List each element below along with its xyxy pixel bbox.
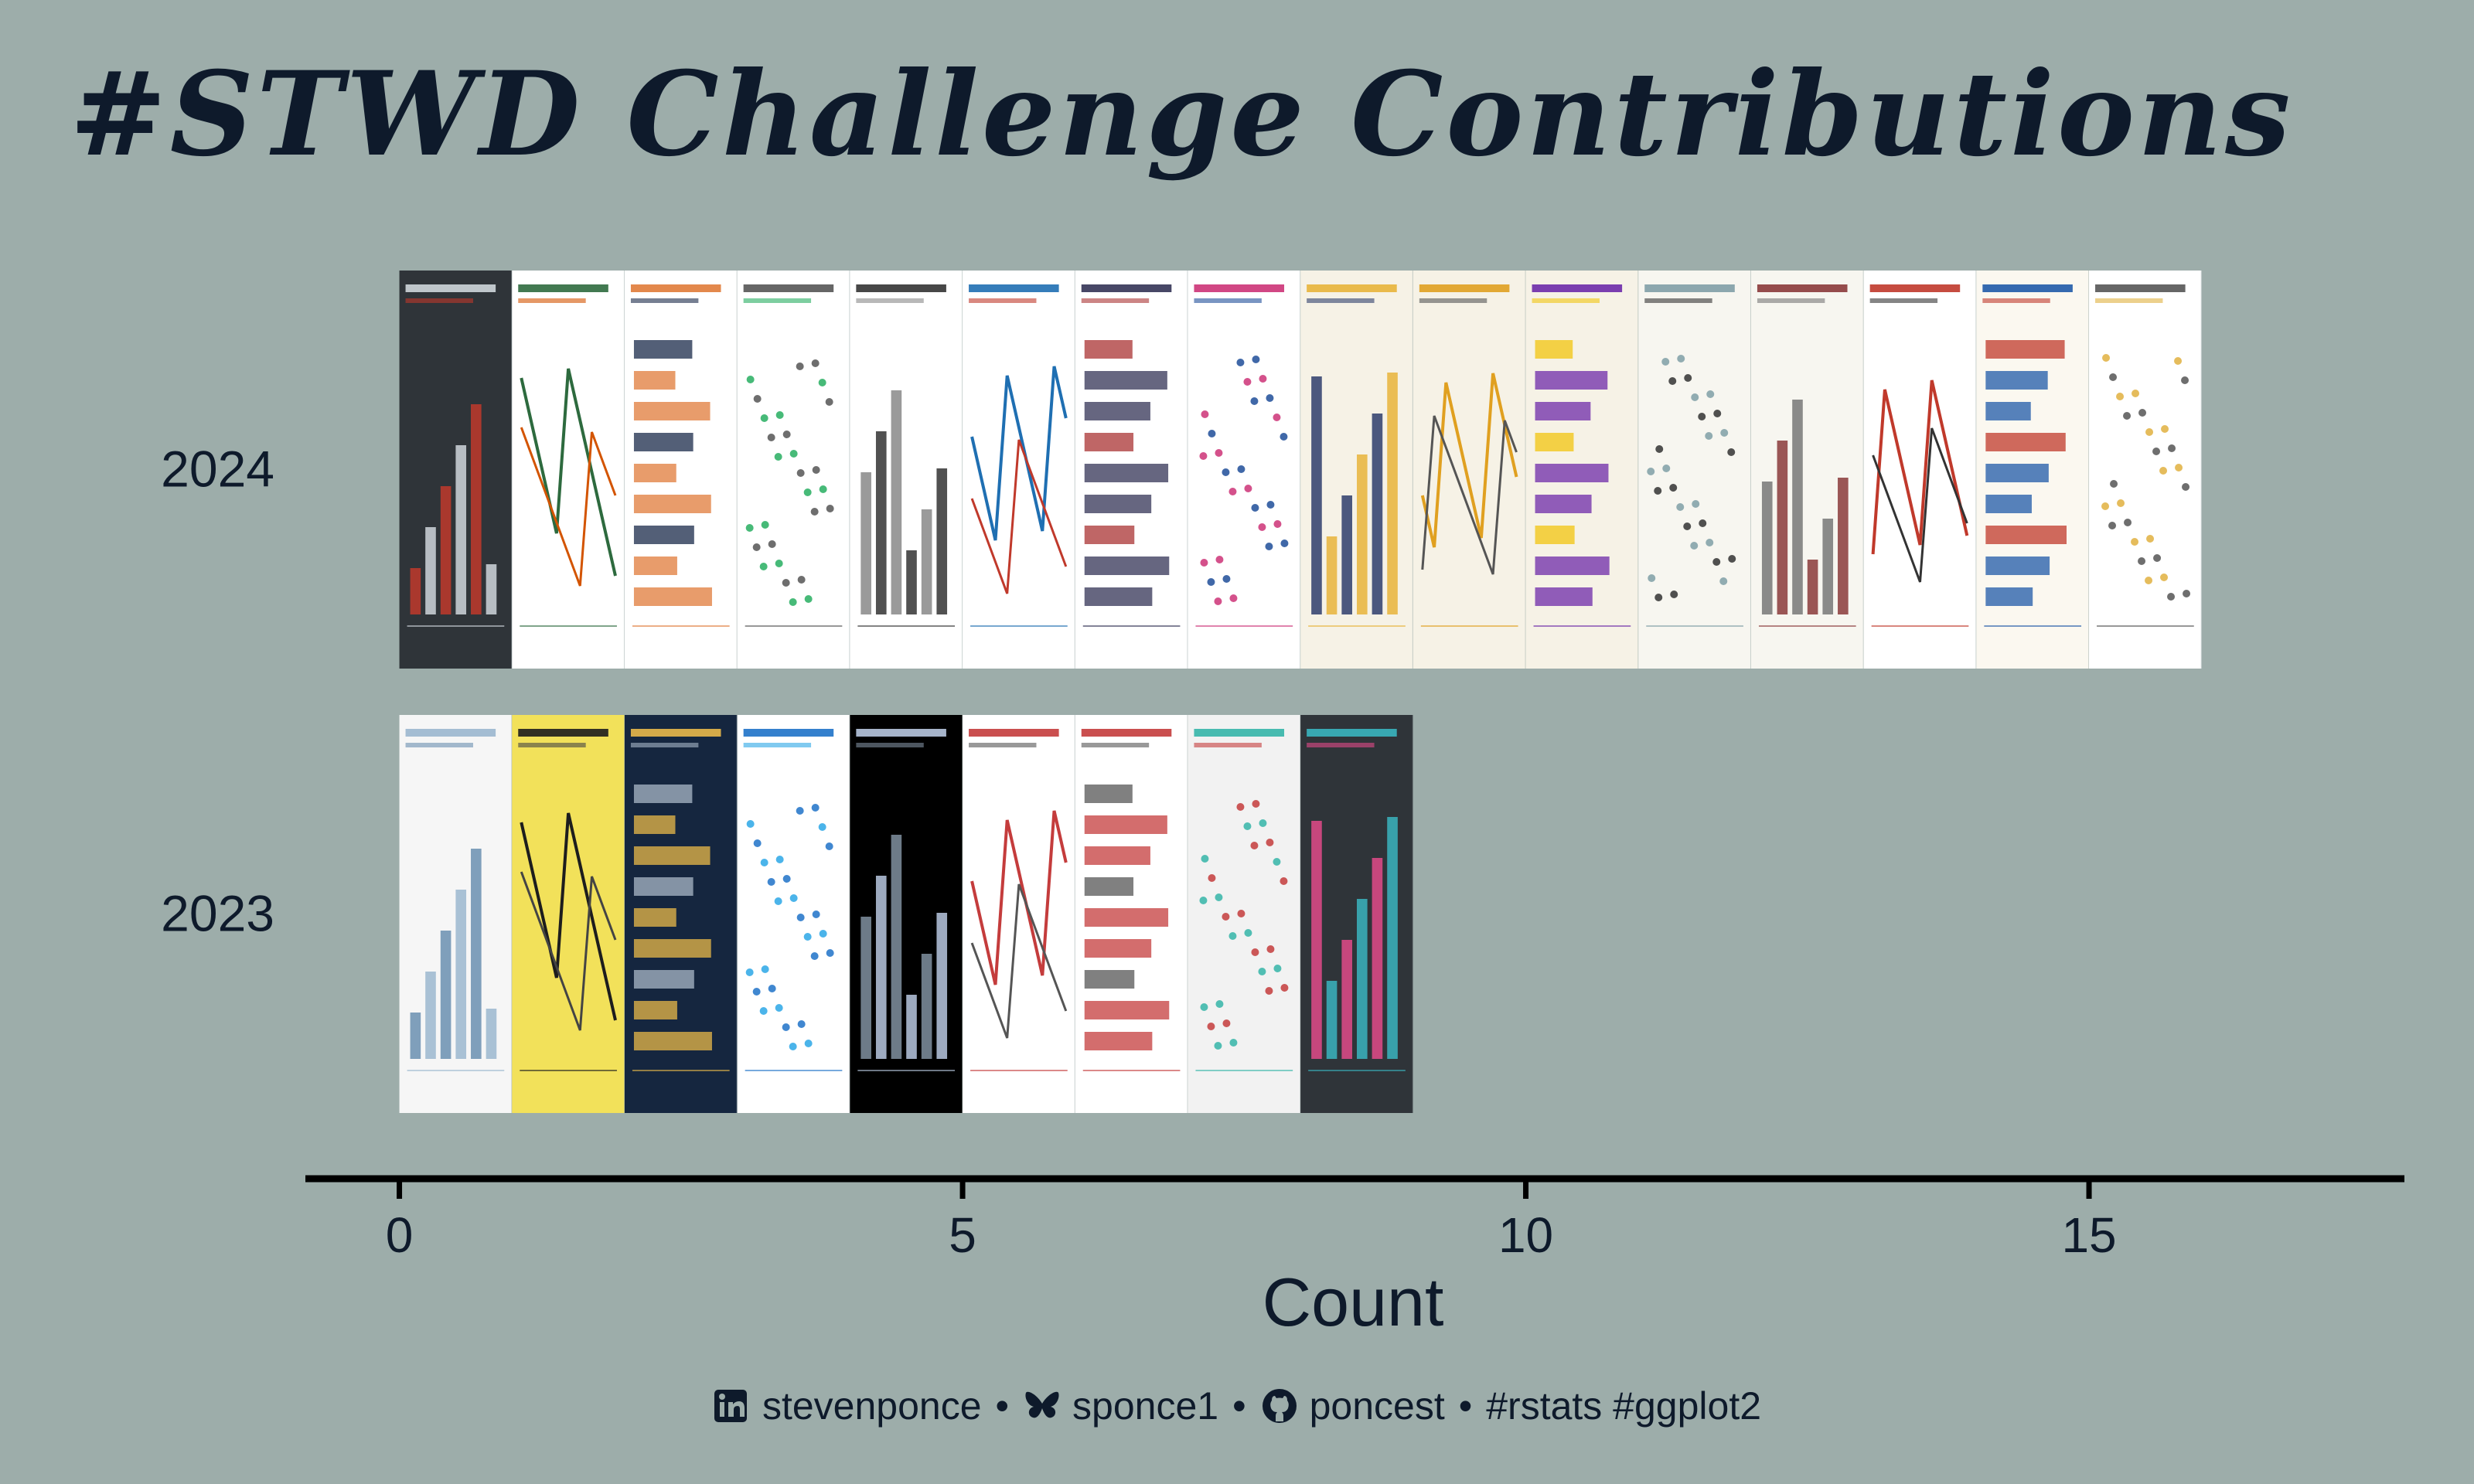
linkedin-handle[interactable]: stevenponce bbox=[762, 1384, 982, 1428]
x-axis: 0 5 10 15 bbox=[305, 1175, 2404, 1263]
x-tick-label: 15 bbox=[2061, 1207, 2116, 1263]
contribution-thumbnail bbox=[1638, 271, 1752, 669]
contribution-thumbnail bbox=[1525, 271, 1640, 669]
contribution-thumbnail bbox=[737, 271, 851, 669]
contribution-thumbnail bbox=[1750, 271, 1865, 669]
contribution-thumbnail bbox=[1412, 271, 1527, 669]
contribution-thumbnail bbox=[1188, 715, 1302, 1113]
contribution-thumbnail bbox=[512, 715, 625, 1113]
butterfly-icon bbox=[1023, 1387, 1062, 1425]
bluesky-handle[interactable]: sponce1 bbox=[1072, 1384, 1219, 1428]
contribution-thumbnail bbox=[963, 715, 1076, 1113]
contribution-thumbnail bbox=[1300, 715, 1414, 1113]
chart-title: #STWD Challenge Contributions bbox=[70, 46, 2294, 182]
x-tick-label: 0 bbox=[386, 1207, 414, 1263]
contribution-thumbnail bbox=[624, 271, 738, 669]
contribution-thumbnail bbox=[399, 271, 513, 669]
bars-layer bbox=[399, 271, 2203, 1113]
x-tick-label: 5 bbox=[949, 1207, 976, 1263]
separator: • bbox=[1232, 1384, 1246, 1428]
contribution-thumbnail bbox=[963, 271, 1076, 669]
contribution-thumbnail bbox=[1075, 715, 1189, 1113]
x-tick-label: 10 bbox=[1498, 1207, 1553, 1263]
github-icon bbox=[1260, 1387, 1299, 1425]
contribution-thumbnail bbox=[737, 715, 851, 1113]
x-axis-label: Count bbox=[1263, 1264, 1444, 1340]
caption: stevenponce • sponce1 • poncest • #rstat… bbox=[0, 1384, 2474, 1428]
y-axis: 2024 2023 bbox=[161, 441, 274, 942]
contribution-thumbnail bbox=[1300, 271, 1414, 669]
linkedin-icon bbox=[713, 1387, 751, 1425]
contribution-thumbnail bbox=[1075, 271, 1189, 669]
contribution-thumbnail bbox=[1188, 271, 1302, 669]
bar-2023 bbox=[399, 715, 1414, 1113]
contribution-thumbnail bbox=[1976, 271, 2091, 669]
contribution-thumbnail bbox=[624, 715, 738, 1113]
bar-2024 bbox=[399, 271, 2203, 669]
contribution-thumbnail bbox=[850, 271, 964, 669]
contribution-thumbnail bbox=[399, 715, 513, 1113]
contribution-thumbnail bbox=[512, 271, 625, 669]
contribution-thumbnail bbox=[2089, 271, 2203, 669]
y-tick-label: 2023 bbox=[161, 885, 274, 942]
separator: • bbox=[1458, 1384, 1473, 1428]
separator: • bbox=[995, 1384, 1010, 1428]
y-tick-label: 2024 bbox=[161, 441, 274, 498]
github-handle[interactable]: poncest bbox=[1309, 1384, 1445, 1428]
contribution-thumbnail bbox=[1863, 271, 1978, 669]
hashtags: #rstats #ggplot2 bbox=[1486, 1384, 1762, 1428]
contribution-thumbnail bbox=[850, 715, 964, 1113]
